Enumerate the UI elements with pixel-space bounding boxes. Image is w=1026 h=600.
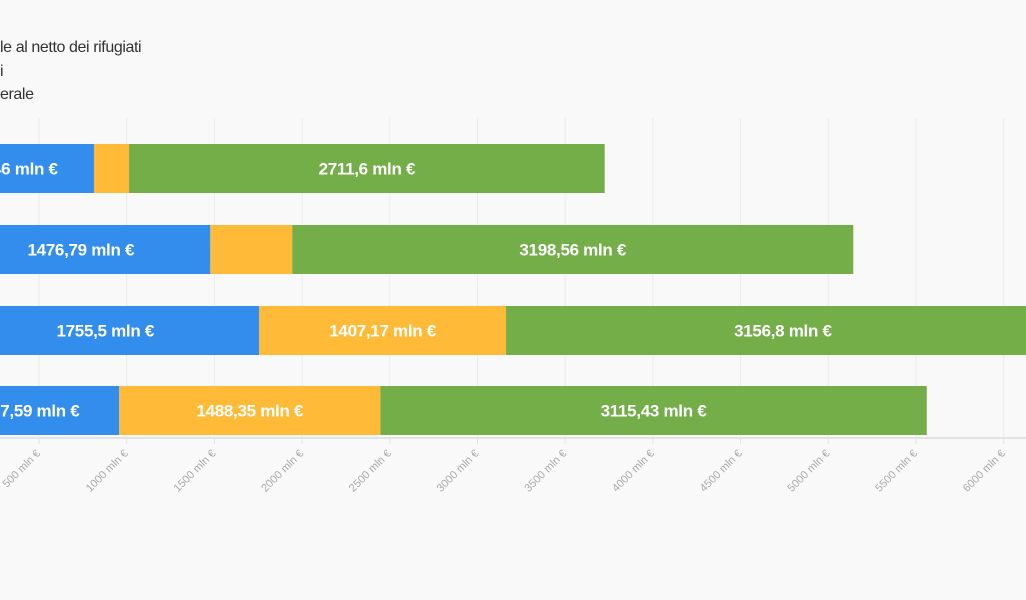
x-tick-label: 3000 mln €	[435, 448, 482, 495]
bar-segment	[0, 144, 94, 193]
bar-segment	[292, 225, 854, 274]
bar-data-label: 3156,8 mln €	[734, 322, 832, 341]
legend-item[interactable]: le al netto dei rifugiati	[0, 39, 142, 56]
legend-item[interactable]: erale	[0, 86, 34, 103]
bar-data-label: ,46 mln €	[0, 160, 59, 179]
x-tick-label: 1000 mln €	[84, 448, 131, 495]
x-tick-label: 1500 mln €	[172, 448, 219, 495]
bar-segment	[119, 386, 381, 435]
bar-segment	[0, 225, 211, 274]
bar-segment	[380, 386, 927, 435]
bar-segment	[210, 225, 293, 274]
bar-segment	[259, 306, 507, 355]
legend: le al netto dei rifugiati i erale	[0, 36, 142, 107]
bar-data-label: 3115,43 mln €	[601, 402, 708, 421]
bar-segment	[0, 386, 120, 435]
bar-data-label: 1407,17 mln €	[329, 322, 437, 341]
bar-data-label: 1488,35 mln €	[196, 402, 304, 421]
x-tick-label: 5000 mln €	[785, 448, 832, 495]
x-tick-label: 2500 mln €	[347, 448, 394, 495]
x-tick-label: 5500 mln €	[873, 448, 920, 495]
x-tick-label: 6000 mln €	[961, 448, 1008, 495]
bar-data-label: 1476,79 mln €	[27, 241, 135, 260]
x-tick-label: 4000 mln €	[610, 448, 657, 495]
bar-data-label: 1755,5 mln €	[56, 322, 154, 341]
bar-segment	[129, 144, 605, 193]
bar-data-label: 2711,6 mln €	[319, 160, 416, 179]
x-tick-label: 2000 mln €	[259, 448, 306, 495]
legend-item[interactable]: i	[0, 62, 4, 80]
x-tick-label: 500 mln €	[0, 448, 43, 491]
bar-segment	[93, 144, 130, 193]
x-tick-label: 4500 mln €	[698, 448, 745, 495]
x-tick-label: 3500 mln €	[522, 448, 569, 495]
bar-data-label: 3198,56 mln €	[519, 241, 627, 260]
bar-data-label: 57,59 mln €	[0, 402, 80, 421]
bar-segment	[0, 306, 260, 355]
bar-segment	[506, 306, 1026, 355]
